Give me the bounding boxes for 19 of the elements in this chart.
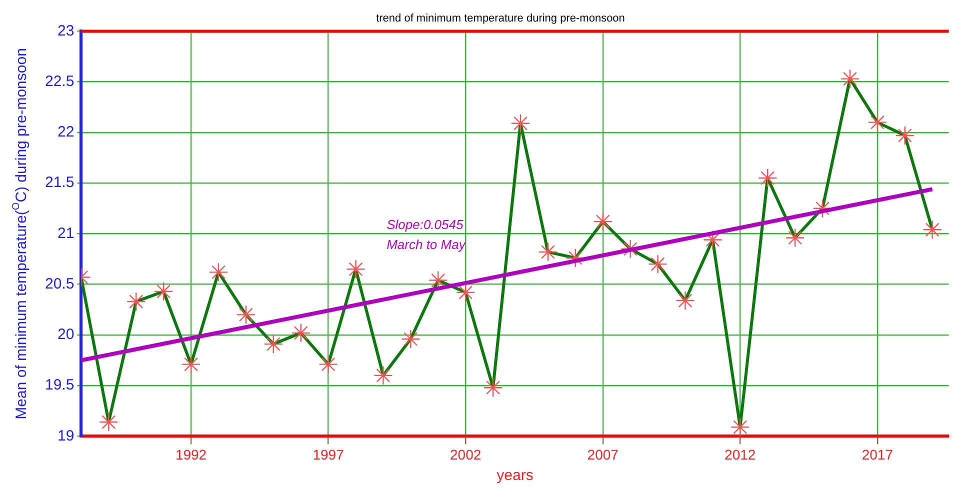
x-axis-title: years [496, 467, 534, 484]
x-tick-label: 2017 [862, 446, 894, 462]
y-tick-label: 19 [58, 427, 74, 444]
y-tick-label: 23 [58, 22, 74, 40]
annotation: Slope:0.0545 [386, 217, 464, 232]
chart-title: trend of minimum temperature during pre-monsoon [376, 12, 625, 25]
y-tick-label: 20.5 [44, 275, 74, 292]
y-tick-label: 19.5 [44, 376, 74, 394]
y-tick-label: 22.5 [44, 72, 74, 90]
y-tick-label: 22 [58, 124, 74, 141]
y-axis-title: Mean of minimum temperature(OC) during pre-monsoon [10, 48, 30, 420]
x-tick-label: 2007 [587, 446, 619, 462]
y-tick-label: 21.5 [44, 174, 74, 192]
x-tick-label: 1997 [312, 446, 344, 462]
x-tick-label: 2002 [450, 446, 482, 462]
x-tick-label: 2012 [724, 446, 756, 462]
y-tick-label: 21 [58, 224, 74, 242]
y-tick-label: 20 [58, 326, 74, 344]
x-tick-label: 1992 [175, 446, 207, 462]
